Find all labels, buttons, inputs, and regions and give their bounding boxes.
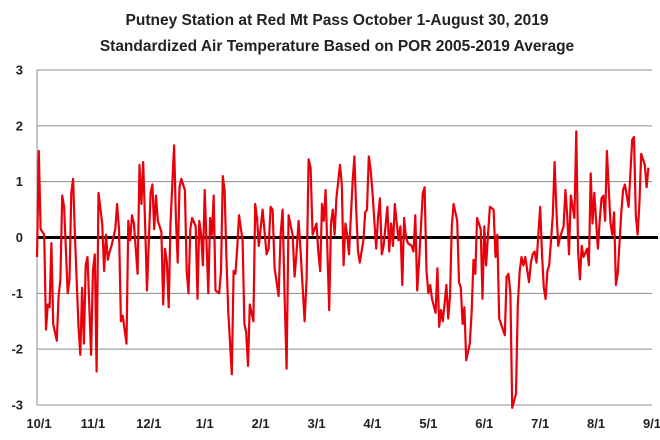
x-tick-label: 6/1: [475, 416, 493, 431]
y-tick-label: -3: [11, 398, 23, 413]
chart-title: Putney Station at Red Mt Pass October 1-…: [126, 12, 549, 29]
x-tick-label: 2/1: [252, 416, 270, 431]
y-tick-label: 0: [16, 230, 23, 245]
x-tick-label: 3/1: [308, 416, 326, 431]
x-tick-label: 7/1: [531, 416, 549, 431]
x-tick-label: 12/1: [136, 416, 161, 431]
y-tick-label: 1: [16, 174, 23, 189]
x-tick-label: 1/1: [196, 416, 214, 431]
x-tick-label: 8/1: [587, 416, 605, 431]
chart-subtitle: Standardized Air Temperature Based on PO…: [100, 38, 575, 55]
y-tick-label: -1: [11, 286, 23, 301]
y-tick-label: 2: [16, 118, 23, 133]
x-tick-label: 4/1: [363, 416, 381, 431]
x-tick-label: 5/1: [419, 416, 437, 431]
tick-labels: -3 -2 -1 0 1 2 3 10/1 11/1 12/1 1/1 2/1 3/1 4/1 5/1 6/1…: [11, 63, 660, 432]
x-tick-label: 10/1: [26, 416, 51, 431]
y-tick-label: 3: [16, 63, 23, 78]
x-tick-label: 9/1: [643, 416, 660, 431]
x-tick-label: 11/1: [81, 416, 106, 431]
series-line: [35, 130, 650, 409]
series-layer: [35, 130, 650, 409]
y-tick-label: -2: [11, 342, 23, 357]
